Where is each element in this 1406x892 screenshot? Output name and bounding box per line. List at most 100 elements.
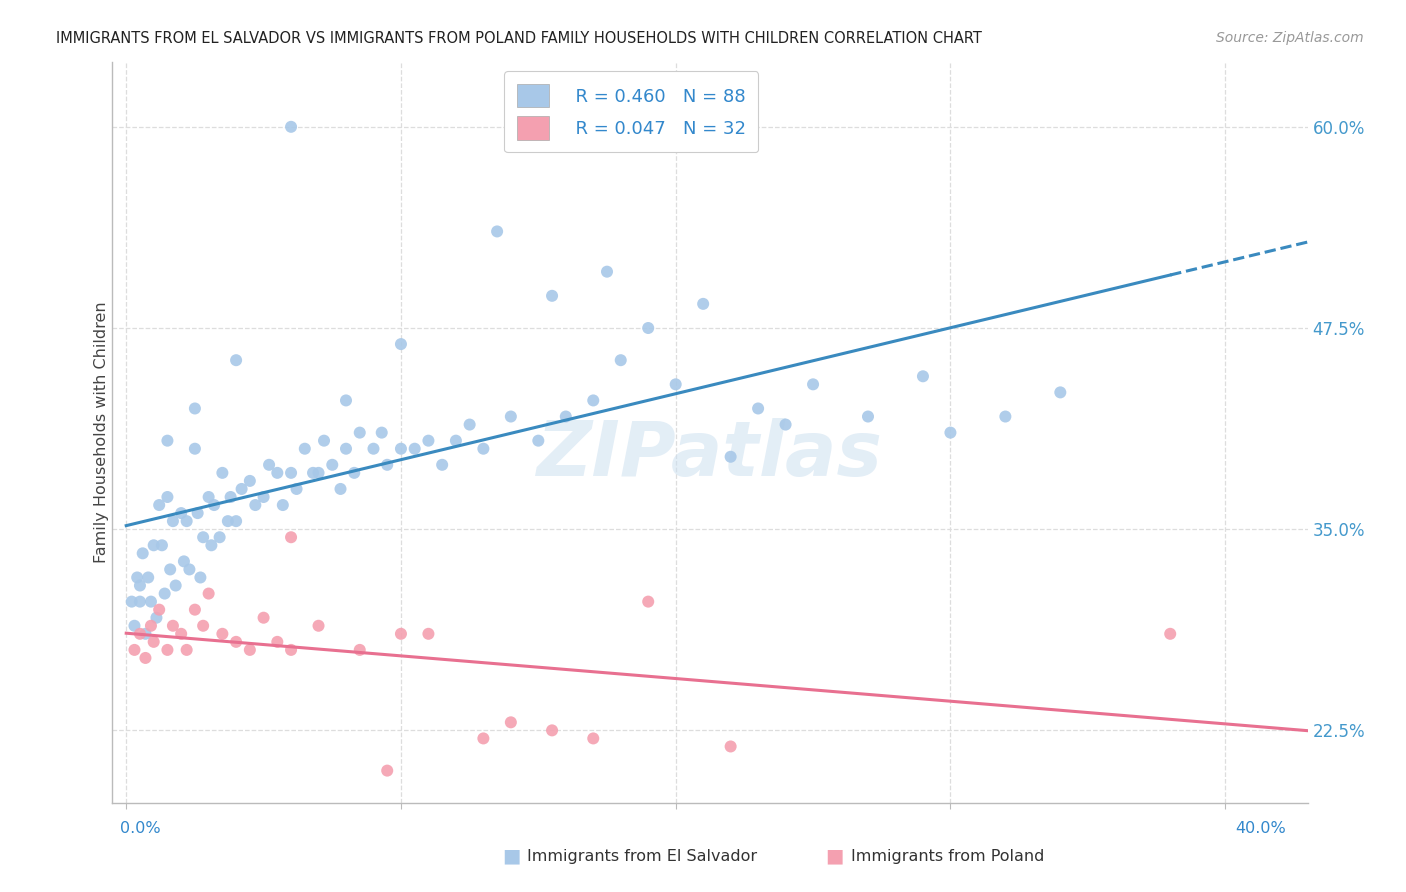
Point	[1159, 627, 1181, 641]
Point	[375, 764, 398, 778]
Point	[280, 530, 302, 544]
Point	[153, 586, 176, 600]
Point	[335, 393, 357, 408]
Legend:   R = 0.460   N = 88,   R = 0.047   N = 32: R = 0.460 N = 88, R = 0.047 N = 32	[503, 71, 758, 153]
Point	[208, 530, 231, 544]
Point	[197, 490, 219, 504]
Point	[856, 409, 879, 424]
Point	[308, 466, 330, 480]
Point	[527, 434, 550, 448]
Point	[637, 594, 659, 608]
Point	[129, 627, 152, 641]
Point	[499, 715, 522, 730]
Point	[541, 289, 564, 303]
Point	[190, 570, 212, 584]
Point	[139, 619, 162, 633]
Point	[148, 602, 170, 616]
Point	[239, 643, 262, 657]
Point	[134, 627, 156, 641]
Point	[142, 635, 165, 649]
Point	[370, 425, 392, 440]
Point	[225, 635, 247, 649]
Point	[280, 643, 302, 657]
Point	[321, 458, 343, 472]
Point	[139, 594, 162, 608]
Point	[136, 570, 159, 584]
Point	[285, 482, 308, 496]
Point	[191, 530, 214, 544]
Point	[375, 458, 398, 472]
Text: 40.0%: 40.0%	[1236, 821, 1286, 836]
Point	[389, 442, 412, 456]
Point	[156, 434, 179, 448]
Point	[121, 594, 143, 608]
Point	[219, 490, 242, 504]
Point	[308, 619, 330, 633]
Point	[156, 490, 179, 504]
Point	[665, 377, 688, 392]
Point	[257, 458, 280, 472]
Point	[266, 635, 288, 649]
Point	[124, 643, 146, 657]
Point	[184, 442, 207, 456]
Point	[458, 417, 481, 432]
Point	[294, 442, 316, 456]
Point	[252, 610, 274, 624]
Point	[124, 619, 146, 633]
Point	[162, 514, 184, 528]
Point	[486, 224, 509, 238]
Point	[134, 651, 156, 665]
Point	[747, 401, 769, 416]
Point	[225, 353, 247, 368]
Point	[165, 578, 187, 592]
Point	[302, 466, 325, 480]
Point	[329, 482, 352, 496]
Point	[1049, 385, 1071, 400]
Point	[231, 482, 253, 496]
Point	[404, 442, 426, 456]
Point	[129, 594, 152, 608]
Point	[150, 538, 173, 552]
Point	[720, 739, 742, 754]
Point	[170, 506, 193, 520]
Point	[202, 498, 225, 512]
Point	[197, 586, 219, 600]
Point	[637, 321, 659, 335]
Point	[430, 458, 453, 472]
Point	[200, 538, 222, 552]
Point	[720, 450, 742, 464]
Point	[184, 602, 207, 616]
Point	[159, 562, 181, 576]
Point	[343, 466, 366, 480]
Text: ZIPatlas: ZIPatlas	[537, 417, 883, 491]
Point	[609, 353, 631, 368]
Point	[252, 490, 274, 504]
Text: IMMIGRANTS FROM EL SALVADOR VS IMMIGRANTS FROM POLAND FAMILY HOUSEHOLDS WITH CHI: IMMIGRANTS FROM EL SALVADOR VS IMMIGRANT…	[56, 31, 983, 46]
Point	[179, 562, 201, 576]
Point	[775, 417, 797, 432]
Text: Source: ZipAtlas.com: Source: ZipAtlas.com	[1216, 31, 1364, 45]
Point	[280, 466, 302, 480]
Point	[280, 120, 302, 134]
Point	[939, 425, 962, 440]
Point	[211, 466, 233, 480]
Point	[541, 723, 564, 738]
Point	[184, 401, 207, 416]
Point	[176, 643, 198, 657]
Point	[127, 570, 149, 584]
Point	[418, 434, 440, 448]
Point	[418, 627, 440, 641]
Point	[211, 627, 233, 641]
Point	[266, 466, 288, 480]
Point	[692, 297, 714, 311]
Point	[911, 369, 934, 384]
Point	[335, 442, 357, 456]
Text: ■: ■	[825, 847, 844, 866]
Point	[994, 409, 1017, 424]
Point	[176, 514, 198, 528]
Point	[173, 554, 195, 568]
Point	[217, 514, 239, 528]
Point	[148, 498, 170, 512]
Point	[472, 731, 495, 746]
Point	[187, 506, 209, 520]
